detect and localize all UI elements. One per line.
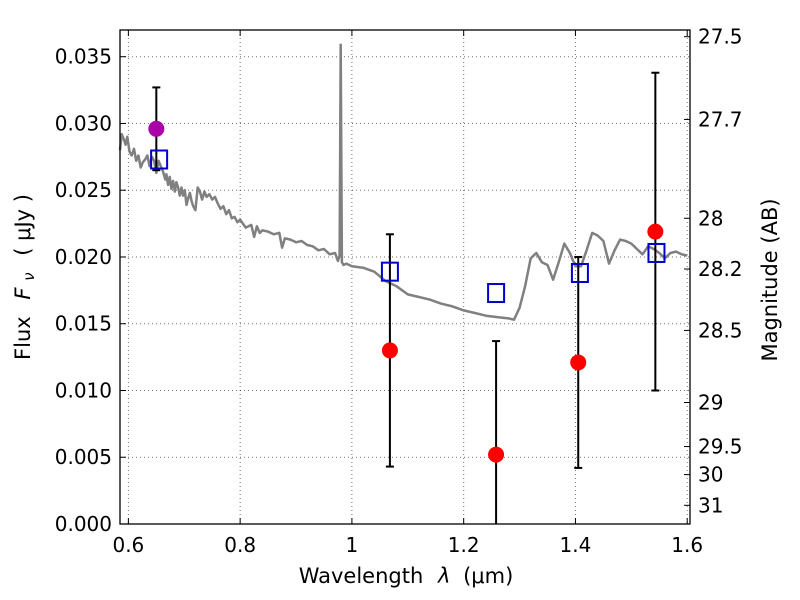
y-tick-label: 0.020 xyxy=(55,245,112,269)
photometry-point xyxy=(148,120,165,137)
y2-axis-label: Magnitude (AB) xyxy=(758,198,782,361)
y-axis-ticks: 0.000 0.005 0.010 0.015 0.020 0.025 0.030 0.035 xyxy=(55,45,126,536)
photometry-point xyxy=(647,223,664,240)
y2-tick-label: 28.2 xyxy=(698,257,743,281)
photometry-point xyxy=(381,342,398,359)
y2-tick-label: 27.7 xyxy=(698,107,743,131)
y-axis-label: Flux F ν ( μJy ) xyxy=(11,194,39,360)
x-axis-label-symbol: λ xyxy=(437,564,450,588)
y2-tick-label: 27.5 xyxy=(698,25,743,49)
y-axis-label-symbol: F xyxy=(11,287,35,300)
error-bar xyxy=(492,340,501,524)
x-axis-label-unit: (μm) xyxy=(463,564,513,588)
x-tick-label: 1 xyxy=(346,533,359,557)
y-axis-label-unit: ( μJy ) xyxy=(11,194,35,256)
y-tick-label: 0.005 xyxy=(55,445,112,469)
x-axis-label-text: Wavelength xyxy=(299,564,424,588)
spectrum-line xyxy=(118,43,688,321)
y-tick-label: 0.015 xyxy=(55,312,112,336)
model-point xyxy=(380,261,399,282)
model-point xyxy=(647,242,666,263)
y2-tick-label: 29 xyxy=(698,391,723,415)
plot-frame xyxy=(119,29,691,525)
x-tick-label: 0.8 xyxy=(224,533,256,557)
y2-axis-ticks: 27.5 27.7 28 28.2 28.5 29 29.5 30 31 xyxy=(684,25,743,517)
y2-tick-label: 29.5 xyxy=(698,435,743,459)
y-tick-label: 0.035 xyxy=(55,45,112,69)
y-tick-label: 0.010 xyxy=(55,378,112,402)
model-point xyxy=(150,149,169,170)
x-axis-ticks: 0.6 0.8 1 1.2 1.4 1.6 xyxy=(112,30,703,557)
model-points xyxy=(150,149,666,304)
photometry-points xyxy=(148,120,664,463)
y2-tick-label: 31 xyxy=(698,493,723,517)
y-tick-label: 0.030 xyxy=(55,111,112,135)
x-axis-label: Wavelength λ (μm) xyxy=(299,564,514,588)
y-axis-label-subscript: ν xyxy=(20,272,38,280)
y2-tick-label: 28 xyxy=(698,206,723,230)
model-point xyxy=(570,262,589,283)
y-tick-label: 0.000 xyxy=(55,512,112,536)
photometry-point xyxy=(570,354,587,371)
model-point xyxy=(487,283,506,304)
y2-tick-label: 30 xyxy=(698,463,723,487)
y-tick-label: 0.025 xyxy=(55,178,112,202)
x-tick-label: 1.6 xyxy=(671,533,703,557)
x-tick-label: 1.4 xyxy=(560,533,592,557)
x-tick-label: 0.6 xyxy=(112,533,144,557)
photometry-point xyxy=(488,446,505,463)
spectrum xyxy=(118,43,688,321)
y-axis-label-text: Flux xyxy=(11,316,35,360)
y2-tick-label: 28.5 xyxy=(698,318,743,342)
x-tick-label: 1.2 xyxy=(448,533,480,557)
